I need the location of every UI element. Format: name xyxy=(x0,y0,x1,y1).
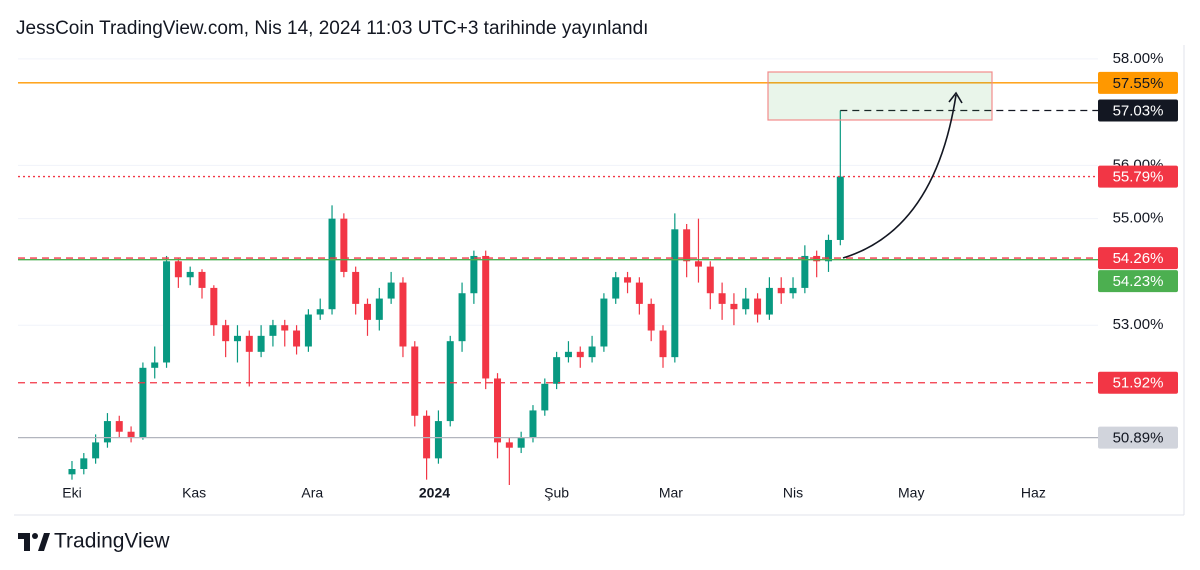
x-tick-label: Haz xyxy=(1021,485,1046,501)
candle-body xyxy=(742,298,750,310)
candle-body xyxy=(824,239,832,262)
candle-body xyxy=(233,335,241,342)
level-label: 50.89% xyxy=(1113,430,1164,447)
level-label-box xyxy=(1098,165,1178,188)
level-label: 51.92% xyxy=(1113,375,1164,392)
x-tick-label: Eki xyxy=(62,485,81,501)
level-label: 54.26% xyxy=(1113,250,1164,267)
candle-body xyxy=(683,229,691,262)
candle-body xyxy=(92,442,100,459)
candle-body xyxy=(222,325,230,342)
level-label: 54.23% xyxy=(1113,273,1164,290)
level-label-box xyxy=(1098,71,1178,94)
candle-body xyxy=(352,271,360,304)
level-label-box xyxy=(1098,426,1178,449)
y-tick-label: 55.00% xyxy=(1113,210,1164,227)
candle-body xyxy=(706,266,714,294)
candle-body xyxy=(293,330,301,347)
candle-body xyxy=(836,176,844,240)
candle-body xyxy=(777,287,785,294)
candle-body xyxy=(553,357,561,384)
candle-body xyxy=(434,421,442,459)
level-label-box xyxy=(1098,371,1178,394)
candle-body xyxy=(127,431,135,438)
candle-body xyxy=(245,335,253,352)
chart-title: JessCoin TradingView.com, Nis 14, 2024 1… xyxy=(16,18,648,39)
level-label-box xyxy=(1098,99,1178,122)
level-label-box xyxy=(1098,270,1178,293)
candle-body xyxy=(470,255,478,294)
candle-body xyxy=(269,325,277,336)
candle-body xyxy=(765,287,773,315)
candle-body xyxy=(517,437,525,448)
candle-body xyxy=(612,277,620,299)
candle-body xyxy=(647,303,655,331)
candle-body xyxy=(186,271,194,278)
candle-body xyxy=(671,229,679,358)
candle-body xyxy=(139,367,147,438)
brand-name: TradingView xyxy=(54,530,170,553)
candle-body xyxy=(210,287,218,326)
candle-body xyxy=(363,303,371,320)
candle-body xyxy=(482,255,490,379)
x-tick-label: 2024 xyxy=(419,485,450,501)
candle-body xyxy=(340,218,348,272)
y-tick-label: 53.00% xyxy=(1113,316,1164,333)
candle-body xyxy=(198,271,206,288)
candle-body xyxy=(316,309,324,315)
level-label: 55.79% xyxy=(1113,169,1164,186)
x-tick-label: Şub xyxy=(544,485,569,501)
candle-body xyxy=(103,421,111,443)
candle-body xyxy=(458,293,466,342)
candle-body xyxy=(115,421,123,432)
candle-body xyxy=(387,282,395,299)
candle-body xyxy=(588,346,596,358)
candle-body xyxy=(718,293,726,304)
candle-body xyxy=(754,298,762,315)
x-tick-label: Kas xyxy=(182,485,206,501)
arrow-head xyxy=(948,91,963,104)
candle-body xyxy=(411,346,419,416)
candle-body xyxy=(505,442,513,448)
candle-body xyxy=(694,261,702,267)
candle-body xyxy=(281,325,289,331)
candle-body xyxy=(174,261,182,278)
x-tick-label: Ara xyxy=(301,485,323,501)
candle-body xyxy=(635,282,643,304)
projection-arrow xyxy=(842,94,957,259)
level-label: 57.55% xyxy=(1113,75,1164,92)
level-label-box xyxy=(1098,247,1178,270)
x-tick-label: Nis xyxy=(783,485,803,501)
candle-body xyxy=(801,255,809,288)
candle-body xyxy=(68,469,76,475)
candle-body xyxy=(375,298,383,320)
candle-body xyxy=(789,287,797,294)
level-label: 57.03% xyxy=(1113,102,1164,119)
candle-body xyxy=(659,330,667,358)
candle-body xyxy=(541,383,549,411)
x-tick-label: May xyxy=(898,485,924,501)
candle-body xyxy=(576,351,584,358)
candle-body xyxy=(730,303,738,310)
candle-body xyxy=(600,298,608,347)
candle-body xyxy=(446,341,454,422)
candle-body xyxy=(80,458,88,470)
candle-body xyxy=(624,277,632,283)
y-tick-label: 58.00% xyxy=(1113,50,1164,67)
candle-body xyxy=(163,261,171,363)
x-tick-label: Mar xyxy=(659,485,683,501)
candle-body xyxy=(494,378,502,443)
candle-body xyxy=(151,362,159,368)
plot-area: 58.00%56.00%55.00%53.00%Eki Kas Ara 2024 Şub… xyxy=(18,50,1163,501)
candle-body xyxy=(328,218,336,310)
candle-body xyxy=(529,410,537,438)
brand-logo xyxy=(18,533,50,551)
candle-body xyxy=(564,351,572,358)
candle-body xyxy=(304,314,312,347)
candle-body xyxy=(399,282,407,347)
candle-body xyxy=(257,335,265,352)
